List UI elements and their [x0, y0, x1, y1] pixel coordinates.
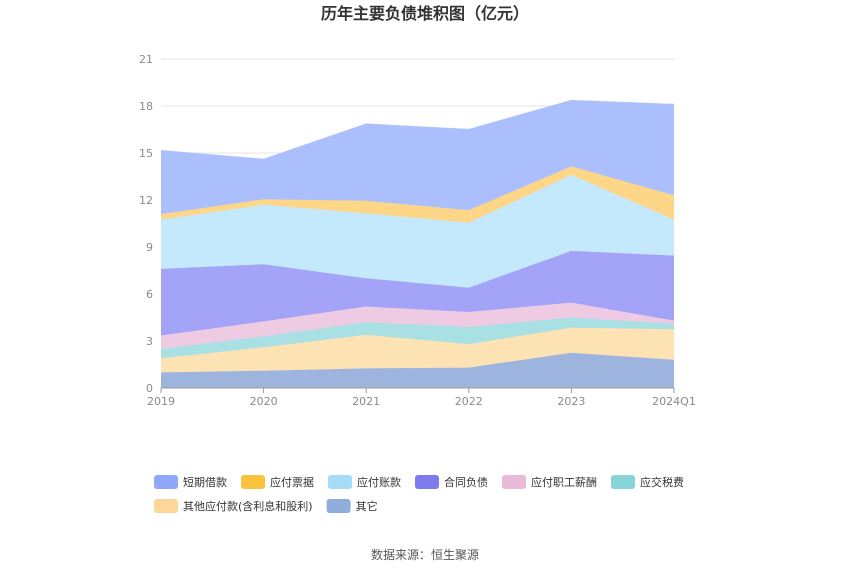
- x-tick-label: 2019: [147, 395, 175, 408]
- legend-label: 应付票据: [270, 475, 314, 489]
- area-series: [161, 352, 674, 388]
- area-series: [161, 250, 674, 336]
- y-tick-label: 12: [139, 194, 153, 207]
- area-series: [161, 317, 674, 359]
- legend-swatch: [154, 475, 178, 489]
- x-tick-label: 2024Q1: [652, 395, 696, 408]
- legend-item: 应交税费: [611, 475, 684, 489]
- legend-item: 其他应付款(含利息和股利): [154, 499, 313, 513]
- x-tick-label: 2021: [352, 395, 380, 408]
- legend-label: 应交税费: [640, 475, 684, 489]
- legend-swatch: [502, 475, 526, 489]
- legend-label: 短期借款: [183, 475, 227, 489]
- legend-item: 应付票据: [241, 475, 314, 489]
- legend-swatch: [328, 475, 352, 489]
- axes: 0 3 6 9 12 15 18 21 2019 2020 2021 2022 2023 2024Q1: [139, 53, 696, 408]
- y-tick-label: 18: [139, 100, 153, 113]
- x-tick-label: 2022: [455, 395, 483, 408]
- chart-title: 历年主要负债堆积图（亿元）: [321, 4, 529, 23]
- area-series: [161, 302, 674, 349]
- legend-item: 其它: [326, 499, 378, 513]
- area-series: [161, 174, 674, 288]
- area-series-edge: [160, 99, 675, 160]
- y-tick-label: 3: [146, 335, 153, 348]
- area-series: [161, 327, 674, 373]
- x-tick-label: 2023: [557, 395, 585, 408]
- legend-item: 短期借款: [154, 475, 227, 489]
- legend-item: 合同负债: [415, 475, 488, 489]
- source-note: 数据来源：恒生聚源: [371, 547, 479, 562]
- legend-label: 其他应付款(含利息和股利): [183, 499, 313, 513]
- x-tick-label: 2020: [250, 395, 278, 408]
- legend-swatch: [154, 499, 178, 513]
- legend-swatch: [415, 475, 439, 489]
- area-series: [161, 166, 674, 223]
- y-tick-label: 21: [139, 53, 153, 66]
- legend-label: 应付账款: [357, 475, 401, 489]
- y-tick-label: 15: [139, 147, 153, 160]
- legend-item: 应付账款: [328, 475, 401, 489]
- legend-swatch: [241, 475, 265, 489]
- area-series: [161, 100, 674, 215]
- legend-swatch: [326, 499, 351, 513]
- legend-label: 合同负债: [444, 475, 488, 489]
- legend-item: 应付职工薪酬: [502, 475, 597, 489]
- y-tick-label: 9: [146, 241, 153, 254]
- area-series-group: [160, 99, 675, 388]
- y-tick-label: 0: [146, 382, 153, 395]
- legend-label: 应付职工薪酬: [531, 475, 597, 489]
- legend-swatch: [611, 475, 635, 489]
- y-tick-label: 6: [146, 288, 153, 301]
- legend-label: 其它: [356, 499, 378, 513]
